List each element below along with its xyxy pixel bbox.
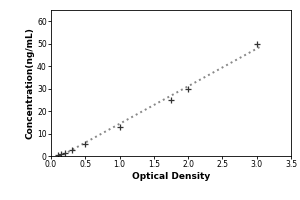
Y-axis label: Concentration(ng/mL): Concentration(ng/mL): [25, 27, 34, 139]
X-axis label: Optical Density: Optical Density: [132, 172, 210, 181]
